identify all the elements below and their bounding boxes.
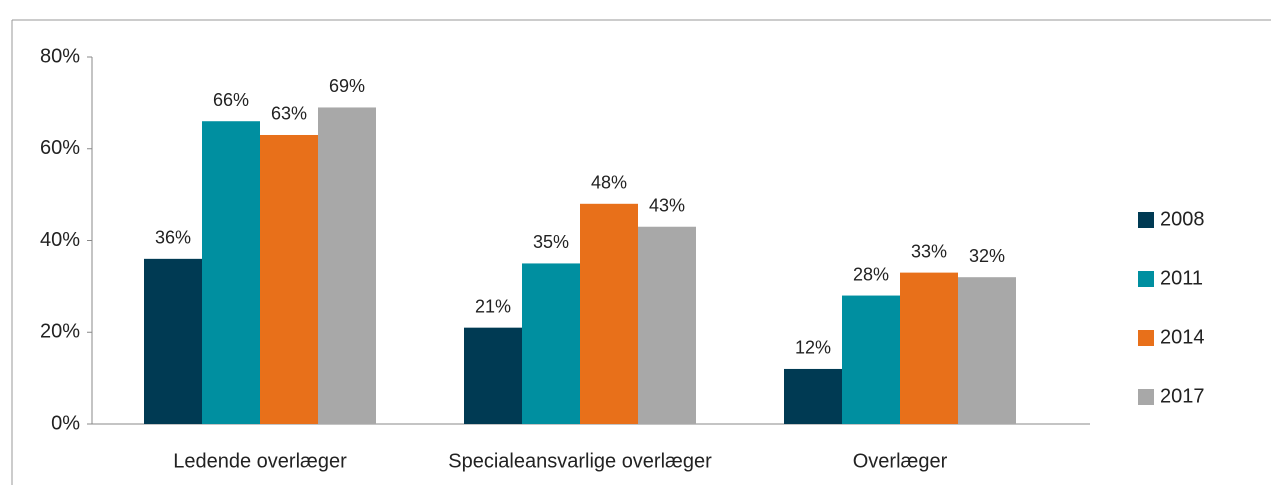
legend-swatch	[1138, 271, 1154, 287]
y-tick-label: 20%	[40, 321, 80, 343]
y-tick-label: 0%	[51, 412, 80, 434]
data-label: 69%	[329, 76, 365, 96]
bar	[900, 272, 958, 424]
legend-label: 2011	[1160, 267, 1203, 289]
y-tick-label: 40%	[40, 229, 80, 251]
y-tick-label: 60%	[40, 137, 80, 159]
data-label: 48%	[591, 173, 627, 193]
bar	[464, 327, 522, 424]
bar	[784, 368, 842, 424]
x-tick-label: Specialeansvarlige overlæger	[448, 450, 712, 472]
data-label: 35%	[533, 232, 569, 252]
legend-swatch	[1138, 212, 1154, 228]
legend-swatch	[1138, 389, 1154, 405]
bar	[842, 295, 900, 424]
bar	[144, 258, 202, 424]
data-label: 28%	[853, 264, 889, 284]
data-label: 32%	[969, 246, 1005, 266]
data-label: 12%	[795, 338, 831, 358]
data-label: 43%	[649, 195, 685, 215]
bar	[318, 107, 376, 425]
x-tick-label: Overlæger	[853, 450, 948, 472]
data-label: 66%	[213, 90, 249, 110]
x-tick-label: Ledende overlæger	[173, 450, 347, 472]
bar	[522, 263, 580, 424]
bar	[202, 121, 260, 424]
bar	[260, 134, 318, 425]
data-label: 36%	[155, 228, 191, 248]
legend-swatch	[1138, 330, 1154, 346]
y-tick-label: 80%	[40, 45, 80, 67]
bar	[958, 277, 1016, 424]
data-label: 21%	[475, 296, 511, 316]
legend-label: 2008	[1160, 208, 1205, 230]
legend-label: 2014	[1160, 326, 1205, 348]
data-label: 63%	[271, 104, 307, 124]
bar	[580, 203, 638, 424]
legend-label: 2017	[1160, 385, 1205, 407]
data-label: 33%	[911, 241, 947, 261]
bar	[638, 226, 696, 424]
